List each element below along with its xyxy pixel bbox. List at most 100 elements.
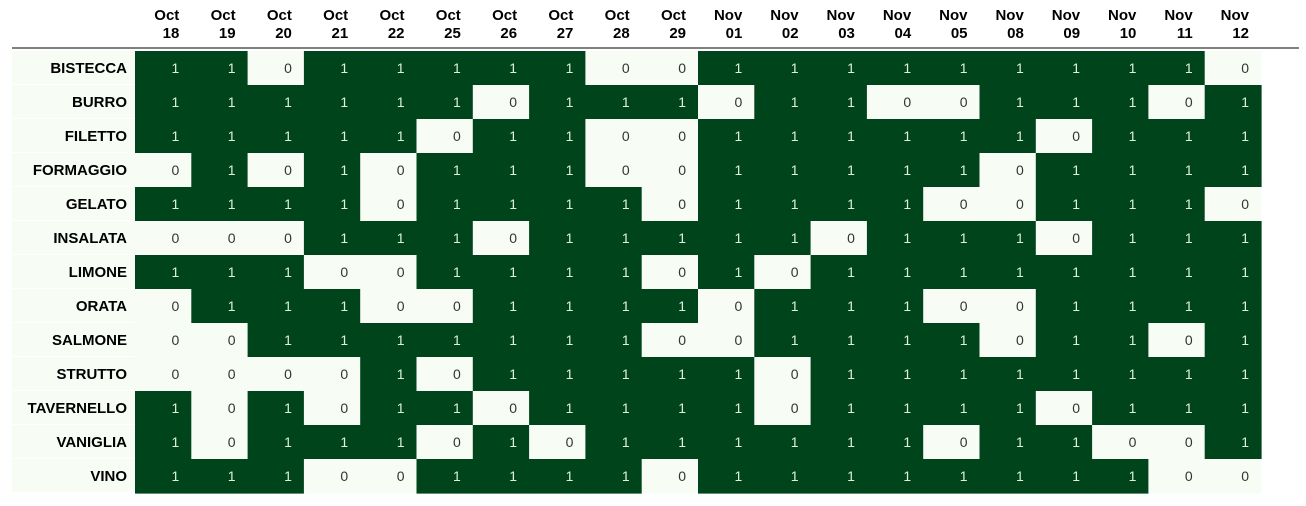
cell-value: 1 (903, 230, 911, 246)
cell-value: 1 (735, 196, 743, 212)
heatmap-cell (810, 357, 868, 392)
heatmap-cell (303, 119, 361, 154)
heatmap-cell (1092, 289, 1149, 324)
cell-value: 1 (1185, 162, 1193, 178)
heatmap-cell (698, 153, 755, 188)
heatmap-cell (641, 357, 699, 392)
cell-value: 1 (1072, 162, 1080, 178)
cell-value: 1 (622, 94, 630, 110)
cell-value: 1 (678, 434, 686, 450)
heatmap-cell (585, 459, 643, 494)
heatmap-cell (360, 459, 418, 494)
cell-value: 0 (284, 162, 292, 178)
cell-value: 1 (340, 128, 348, 144)
heatmap-cell (698, 459, 755, 494)
heatmap-cell (247, 425, 305, 460)
column-label-month: Nov (1221, 7, 1250, 24)
cell-value: 0 (397, 162, 405, 178)
cell-value: 1 (509, 298, 517, 314)
cell-value: 1 (340, 298, 348, 314)
heatmap-cell (810, 153, 868, 188)
cell-value: 1 (340, 332, 348, 348)
cell-value: 0 (397, 468, 405, 484)
heatmap-cell (247, 85, 305, 120)
cell-value: 1 (566, 196, 574, 212)
heatmap-cell (1204, 425, 1262, 460)
heatmap-cell (1035, 323, 1093, 358)
cell-value: 1 (1129, 128, 1137, 144)
row-label-band (12, 323, 135, 356)
heatmap-cell (472, 187, 530, 222)
cell-value: 1 (735, 162, 743, 178)
heatmap-cell (979, 357, 1037, 392)
heatmap-cell (360, 85, 418, 120)
heatmap-cell (698, 85, 755, 120)
column-label-month: Nov (1052, 7, 1081, 24)
heatmap-cell (416, 459, 474, 494)
heatmap-cell (979, 119, 1037, 154)
cell-value: 1 (566, 128, 574, 144)
cell-value: 0 (678, 128, 686, 144)
heatmap-cell (923, 187, 981, 222)
heatmap-cell (585, 51, 643, 86)
heatmap-cell (698, 51, 755, 86)
row-label: VINO (90, 468, 127, 485)
heatmap-cell (1035, 459, 1093, 494)
heatmap-cell (754, 357, 812, 392)
heatmap-cell (135, 85, 192, 120)
heatmap-cell (923, 85, 981, 120)
cell-value: 1 (847, 162, 855, 178)
cell-value: 0 (1016, 196, 1024, 212)
heatmap-cell (360, 119, 418, 154)
cell-value: 1 (172, 94, 180, 110)
cell-value: 1 (622, 434, 630, 450)
cell-value: 1 (960, 366, 968, 382)
cell-value: 1 (397, 434, 405, 450)
heatmap-cell (1204, 119, 1262, 154)
heatmap-cell (641, 391, 699, 426)
cell-value: 1 (1072, 434, 1080, 450)
heatmap-cell (754, 187, 812, 222)
column-label-day: 21 (332, 25, 349, 42)
column-label: Oct 22 (379, 7, 404, 42)
row-label-band (12, 187, 135, 220)
cell-value: 1 (622, 264, 630, 280)
cell-value: 1 (1129, 332, 1137, 348)
heatmap-cell (303, 85, 361, 120)
cell-value: 0 (172, 298, 180, 314)
column-label-month: Oct (548, 7, 573, 24)
cell-value: 1 (509, 468, 517, 484)
column-label-day: 03 (838, 25, 855, 42)
row-label-band (12, 255, 135, 288)
cell-value: 1 (960, 468, 968, 484)
heatmap-cell (416, 51, 474, 86)
cell-value: 1 (1185, 196, 1193, 212)
cell-value: 1 (678, 298, 686, 314)
column-label-month: Nov (770, 7, 799, 24)
cell-value: 1 (791, 468, 799, 484)
heatmap-cell (1204, 323, 1262, 358)
column-label-day: 20 (275, 25, 292, 42)
heatmap-cell (303, 459, 361, 494)
cell-value: 0 (1241, 196, 1249, 212)
cell-value: 1 (172, 128, 180, 144)
cell-value: 0 (509, 230, 517, 246)
heatmap-cell (416, 323, 474, 358)
cell-value: 0 (903, 94, 911, 110)
cell-value: 1 (1241, 94, 1249, 110)
heatmap-cell (1092, 187, 1149, 222)
heatmap-cell (1204, 289, 1262, 324)
heatmap-cell (810, 119, 868, 154)
cell-value: 1 (172, 400, 180, 416)
heatmap-cell (472, 357, 530, 392)
heatmap-cell (585, 391, 643, 426)
heatmap-cell (360, 425, 418, 460)
cell-value: 1 (397, 230, 405, 246)
cell-value: 0 (397, 196, 405, 212)
cell-value: 1 (172, 264, 180, 280)
cell-value: 1 (903, 162, 911, 178)
cell-value: 1 (1129, 196, 1137, 212)
column-label-day: 26 (500, 25, 517, 42)
cell-value: 1 (1016, 400, 1024, 416)
